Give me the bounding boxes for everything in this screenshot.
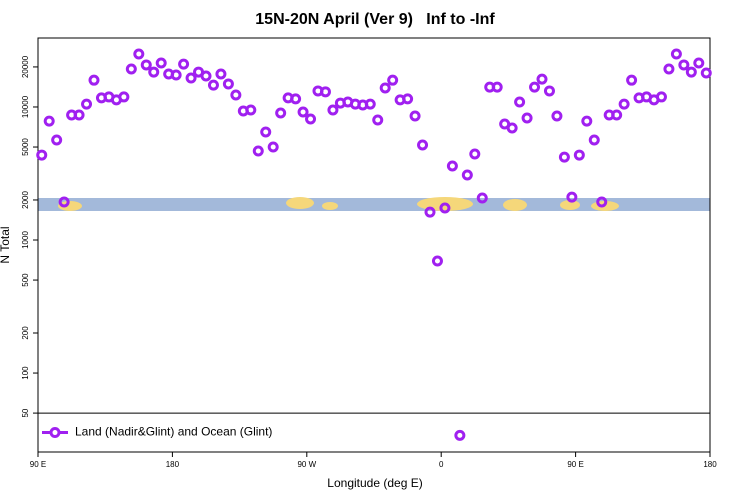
point bbox=[387, 74, 399, 86]
point bbox=[543, 85, 555, 97]
point bbox=[514, 96, 526, 108]
point bbox=[663, 63, 675, 75]
point bbox=[670, 48, 682, 60]
point bbox=[417, 139, 429, 151]
point bbox=[655, 91, 667, 103]
y-tick-label: 1000 bbox=[21, 231, 30, 249]
point bbox=[43, 115, 55, 127]
point bbox=[469, 148, 481, 160]
point bbox=[185, 72, 197, 84]
point bbox=[551, 110, 563, 122]
point bbox=[700, 67, 712, 79]
x-tick-label: 0 bbox=[439, 460, 444, 469]
land bbox=[560, 200, 580, 210]
point bbox=[372, 114, 384, 126]
point bbox=[88, 74, 100, 86]
x-tick-label: 180 bbox=[703, 460, 717, 469]
point bbox=[215, 68, 227, 80]
point bbox=[506, 122, 518, 134]
point bbox=[222, 78, 234, 90]
point bbox=[678, 59, 690, 71]
y-tick-label: 5000 bbox=[21, 138, 30, 156]
point bbox=[409, 110, 421, 122]
point bbox=[125, 63, 137, 75]
point bbox=[402, 93, 414, 105]
point bbox=[439, 202, 451, 214]
point bbox=[319, 86, 331, 98]
point bbox=[290, 93, 302, 105]
point bbox=[51, 134, 63, 146]
y-tick-label: 200 bbox=[21, 326, 30, 340]
point bbox=[626, 74, 638, 86]
point bbox=[461, 169, 473, 181]
point bbox=[305, 113, 317, 125]
point bbox=[491, 81, 503, 93]
plot-frame bbox=[37, 37, 711, 453]
point bbox=[566, 191, 578, 203]
point bbox=[588, 134, 600, 146]
point bbox=[155, 57, 167, 69]
x-tick-label: 90 W bbox=[297, 460, 316, 469]
point bbox=[685, 66, 697, 78]
point bbox=[267, 141, 279, 153]
land bbox=[322, 202, 338, 210]
point bbox=[529, 81, 541, 93]
point bbox=[581, 115, 593, 127]
y-tick-label: 20000 bbox=[21, 55, 30, 78]
point bbox=[73, 109, 85, 121]
legend-marker bbox=[49, 427, 61, 439]
point bbox=[446, 160, 458, 172]
y-tick-label: 10000 bbox=[21, 95, 30, 118]
point bbox=[133, 48, 145, 60]
point bbox=[36, 149, 48, 161]
y-tick-label: 2000 bbox=[21, 191, 30, 209]
land bbox=[58, 201, 82, 211]
chart-title: 15N-20N April (Ver 9) Inf to -Inf bbox=[255, 11, 495, 28]
point bbox=[170, 69, 182, 81]
point bbox=[521, 112, 533, 124]
land bbox=[503, 199, 527, 211]
y-tick-label: 500 bbox=[21, 273, 30, 287]
ocean-band bbox=[38, 198, 710, 211]
point bbox=[573, 149, 585, 161]
point bbox=[596, 196, 608, 208]
land bbox=[286, 197, 314, 209]
point bbox=[230, 89, 242, 101]
point bbox=[148, 66, 160, 78]
point bbox=[536, 73, 548, 85]
legend-label: Land (Nadir&Glint) and Ocean (Glint) bbox=[75, 425, 272, 439]
point bbox=[275, 107, 287, 119]
point bbox=[81, 98, 93, 110]
point bbox=[178, 58, 190, 70]
point bbox=[58, 196, 70, 208]
point bbox=[200, 70, 212, 82]
point bbox=[431, 255, 443, 267]
world-map-strip bbox=[38, 197, 710, 211]
point bbox=[379, 82, 391, 94]
point bbox=[618, 98, 630, 110]
y-tick-label: 50 bbox=[21, 408, 30, 417]
point bbox=[364, 98, 376, 110]
point bbox=[693, 57, 705, 69]
point bbox=[140, 59, 152, 71]
point bbox=[260, 126, 272, 138]
point bbox=[327, 104, 339, 116]
y-axis-label: N Total bbox=[0, 226, 12, 263]
point bbox=[611, 109, 623, 121]
y-tick-label: 100 bbox=[21, 366, 30, 380]
point bbox=[558, 151, 570, 163]
point bbox=[454, 429, 466, 441]
point bbox=[476, 192, 488, 204]
x-tick-label: 90 E bbox=[567, 460, 583, 469]
point bbox=[245, 104, 257, 116]
point bbox=[424, 206, 436, 218]
x-tick-label: 180 bbox=[166, 460, 180, 469]
point bbox=[207, 79, 219, 91]
x-tick-label: 90 E bbox=[30, 460, 46, 469]
x-axis-label: Longitude (deg E) bbox=[327, 476, 422, 490]
point bbox=[118, 91, 130, 103]
point bbox=[252, 145, 264, 157]
point bbox=[297, 106, 309, 118]
